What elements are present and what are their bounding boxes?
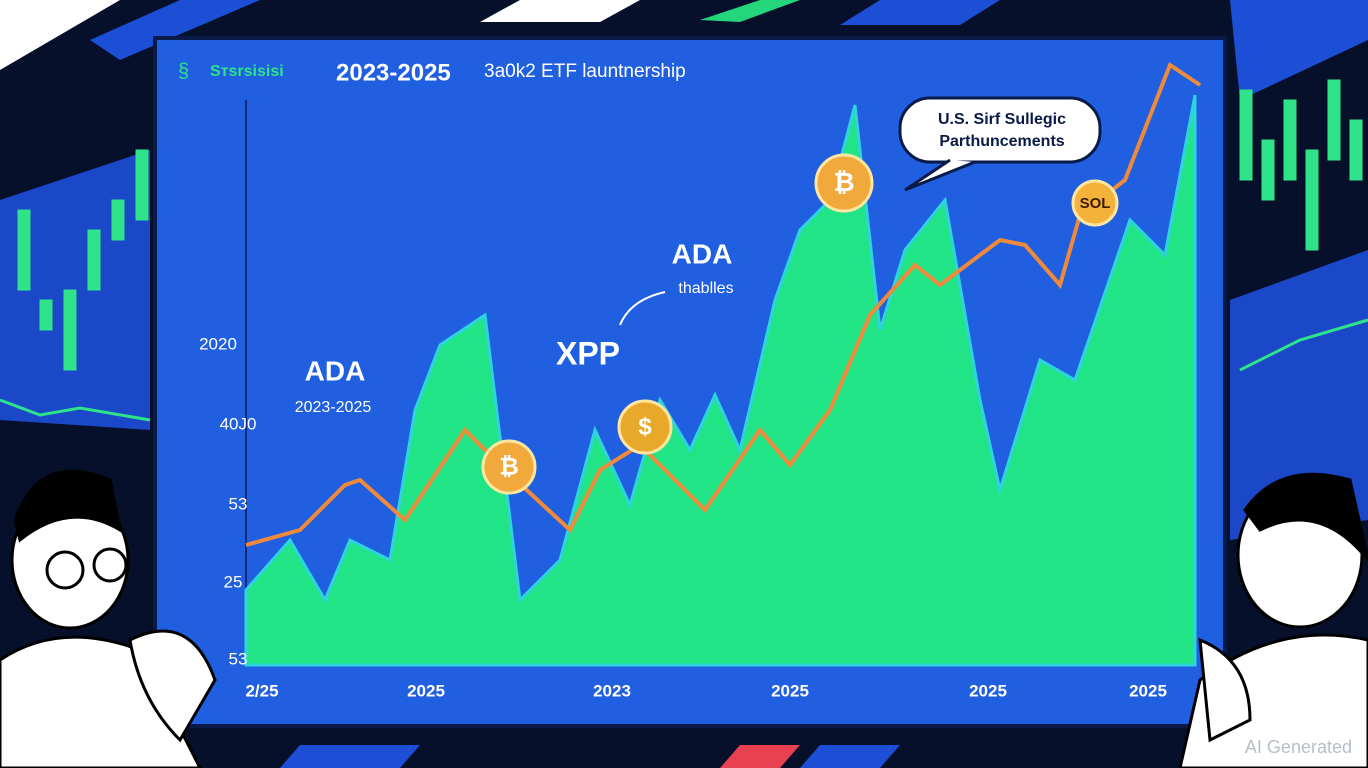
coin-icon: ₿: [499, 453, 519, 480]
callout-bubble: [898, 96, 1102, 164]
logo: Sтsrsisisi: [210, 63, 284, 80]
y-label: 40J0: [220, 414, 257, 433]
character-left: [0, 469, 217, 768]
y-label: 25: [224, 572, 243, 591]
annotation: thablles: [678, 280, 733, 297]
x-label: 2/25: [245, 681, 278, 700]
x-labels: 2/25 2025 2023 2025 2025 2025: [245, 681, 1166, 700]
title: 2023-2025: [336, 59, 451, 86]
annotation: ADA: [672, 238, 733, 269]
annotation: 2023-2025: [295, 399, 372, 416]
x-label: 2023: [593, 681, 631, 700]
annotation-arrow: [619, 291, 666, 326]
candles-right: [1239, 79, 1368, 372]
x-label: 2025: [969, 681, 1007, 700]
green-area: [244, 94, 1197, 667]
coin-label: SOL: [1080, 195, 1111, 212]
y-label: 53: [229, 649, 248, 668]
annotation: ADA: [305, 355, 366, 386]
orange-line: [245, 61, 1202, 547]
y-label: 2020: [199, 334, 237, 353]
coins: ₿ $ ₿: [481, 153, 1119, 495]
callout-text: U.S. Sirf Sullegic: [938, 111, 1066, 128]
character-right: [1178, 472, 1368, 768]
coin-icon: $: [638, 413, 652, 440]
callout-tail: [904, 158, 976, 192]
candles-left: [0, 149, 151, 422]
y-labels: 2020 40J0 53 25 53: [199, 334, 256, 668]
y-label: 53: [229, 494, 248, 513]
x-label: 2025: [771, 681, 809, 700]
subtitle: 3a0k2 ETF launtnership: [484, 61, 686, 82]
x-label: 2025: [407, 681, 445, 700]
x-label: 2025: [1129, 681, 1167, 700]
callout-text: Parthuncements: [939, 133, 1064, 150]
annotation: XPP: [556, 335, 620, 371]
watermark: AI Generated: [1245, 737, 1352, 757]
logo-icon: §: [178, 60, 189, 82]
coin-icon: ₿: [833, 167, 854, 197]
